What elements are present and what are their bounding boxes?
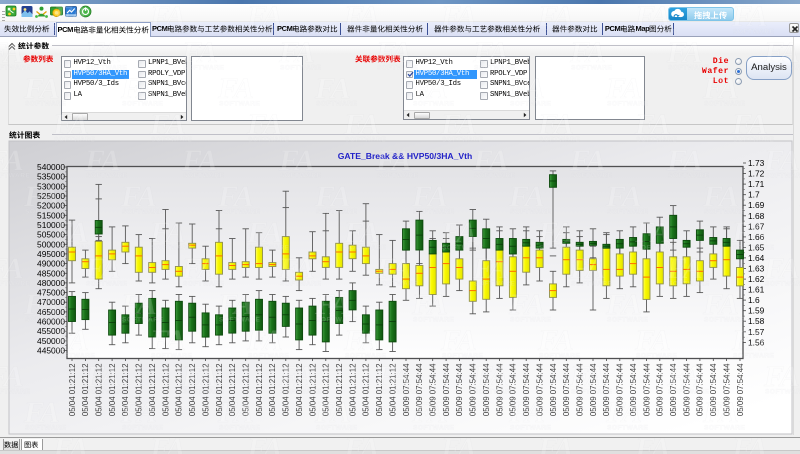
svg-text:475000: 475000	[37, 288, 65, 298]
svg-text:05/04 01:21:12: 05/04 01:21:12	[322, 364, 331, 417]
svg-text:05/04 01:21:12: 05/04 01:21:12	[348, 364, 357, 417]
svg-text:480000: 480000	[37, 278, 65, 288]
svg-text:510000: 510000	[37, 220, 65, 230]
svg-text:455000: 455000	[37, 326, 65, 336]
svg-text:05/04 01:21:12: 05/04 01:21:12	[175, 364, 184, 417]
svg-text:05/04 01:21:12: 05/04 01:21:12	[188, 364, 197, 417]
svg-text:1.69: 1.69	[748, 200, 765, 210]
svg-text:05/04 01:21:12: 05/04 01:21:12	[335, 364, 344, 417]
svg-text:05/09 07:54:44: 05/09 07:54:44	[696, 363, 705, 416]
svg-text:05/09 07:54:44: 05/09 07:54:44	[415, 363, 424, 416]
svg-text:05/04 01:21:12: 05/04 01:21:12	[295, 364, 304, 417]
svg-text:05/09 07:54:44: 05/09 07:54:44	[509, 363, 518, 416]
svg-text:05/04 01:21:12: 05/04 01:21:12	[95, 364, 104, 417]
svg-text:05/09 07:54:44: 05/09 07:54:44	[736, 363, 745, 416]
svg-text:540000: 540000	[37, 162, 65, 172]
svg-text:450000: 450000	[37, 336, 65, 346]
svg-text:GATE_Break && HVP50/3HA_Vth: GATE_Break && HVP50/3HA_Vth	[338, 151, 473, 161]
svg-text:05/09 07:54:44: 05/09 07:54:44	[482, 363, 491, 416]
svg-text:05/09 07:54:44: 05/09 07:54:44	[682, 363, 691, 416]
svg-text:05/04 01:21:12: 05/04 01:21:12	[362, 364, 371, 417]
svg-text:460000: 460000	[37, 317, 65, 327]
svg-text:05/09 07:54:44: 05/09 07:54:44	[549, 363, 558, 416]
svg-text:05/09 07:54:44: 05/09 07:54:44	[656, 363, 665, 416]
svg-text:1.62: 1.62	[748, 274, 765, 284]
svg-text:1.6: 1.6	[748, 295, 760, 305]
svg-text:495000: 495000	[37, 249, 65, 259]
svg-text:05/09 07:54:44: 05/09 07:54:44	[495, 363, 504, 416]
svg-text:1.73: 1.73	[748, 158, 765, 168]
svg-text:05/04 01:21:12: 05/04 01:21:12	[201, 364, 210, 417]
svg-text:05/04 01:21:12: 05/04 01:21:12	[375, 364, 384, 417]
svg-text:05/09 07:54:44: 05/09 07:54:44	[442, 363, 451, 416]
svg-text:530000: 530000	[37, 181, 65, 191]
svg-text:05/09 07:54:44: 05/09 07:54:44	[535, 363, 544, 416]
svg-text:1.66: 1.66	[748, 232, 765, 242]
svg-text:1.64: 1.64	[748, 253, 765, 263]
svg-text:05/04 01:21:12: 05/04 01:21:12	[68, 364, 77, 417]
svg-text:1.7: 1.7	[748, 190, 760, 200]
svg-text:500000: 500000	[37, 239, 65, 249]
svg-text:1.57: 1.57	[748, 327, 765, 337]
svg-text:05/04 01:21:12: 05/04 01:21:12	[255, 364, 264, 417]
svg-text:490000: 490000	[37, 259, 65, 269]
svg-text:05/09 07:54:44: 05/09 07:54:44	[709, 363, 718, 416]
svg-text:05/09 07:54:44: 05/09 07:54:44	[576, 363, 585, 416]
svg-text:445000: 445000	[37, 346, 65, 356]
svg-text:485000: 485000	[37, 268, 65, 278]
svg-text:1.67: 1.67	[748, 221, 765, 231]
svg-text:05/04 01:21:12: 05/04 01:21:12	[228, 364, 237, 417]
svg-text:1.72: 1.72	[748, 169, 765, 179]
svg-text:05/09 07:54:44: 05/09 07:54:44	[469, 363, 478, 416]
svg-text:535000: 535000	[37, 172, 65, 182]
svg-text:05/09 07:54:44: 05/09 07:54:44	[522, 363, 531, 416]
svg-text:515000: 515000	[37, 210, 65, 220]
svg-text:05/09 07:54:44: 05/09 07:54:44	[589, 363, 598, 416]
svg-text:05/04 01:21:12: 05/04 01:21:12	[215, 364, 224, 417]
svg-text:05/04 01:21:12: 05/04 01:21:12	[388, 364, 397, 417]
svg-text:1.59: 1.59	[748, 306, 765, 316]
svg-text:520000: 520000	[37, 201, 65, 211]
svg-text:05/09 07:54:44: 05/09 07:54:44	[616, 363, 625, 416]
svg-text:05/04 01:21:12: 05/04 01:21:12	[135, 364, 144, 417]
svg-text:05/09 07:54:44: 05/09 07:54:44	[455, 363, 464, 416]
svg-text:05/09 07:54:44: 05/09 07:54:44	[642, 363, 651, 416]
svg-text:05/04 01:21:12: 05/04 01:21:12	[148, 364, 157, 417]
svg-text:470000: 470000	[37, 297, 65, 307]
svg-text:05/04 01:21:12: 05/04 01:21:12	[242, 364, 251, 417]
svg-text:1.63: 1.63	[748, 264, 765, 274]
svg-text:465000: 465000	[37, 307, 65, 317]
svg-text:05/04 01:21:12: 05/04 01:21:12	[282, 364, 291, 417]
svg-text:05/04 01:21:12: 05/04 01:21:12	[81, 364, 90, 417]
svg-text:1.68: 1.68	[748, 211, 765, 221]
svg-text:1.58: 1.58	[748, 316, 765, 326]
svg-text:05/04 01:21:12: 05/04 01:21:12	[161, 364, 170, 417]
svg-text:1.71: 1.71	[748, 179, 765, 189]
svg-text:05/09 07:54:44: 05/09 07:54:44	[402, 363, 411, 416]
svg-text:1.61: 1.61	[748, 285, 765, 295]
svg-text:1.65: 1.65	[748, 242, 765, 252]
svg-text:05/04 01:21:12: 05/04 01:21:12	[108, 364, 117, 417]
svg-text:1.56: 1.56	[748, 337, 765, 347]
svg-text:05/09 07:54:44: 05/09 07:54:44	[602, 363, 611, 416]
svg-text:05/09 07:54:44: 05/09 07:54:44	[429, 363, 438, 416]
svg-text:05/09 07:54:44: 05/09 07:54:44	[562, 363, 571, 416]
svg-text:05/04 01:21:12: 05/04 01:21:12	[268, 364, 277, 417]
svg-text:05/09 07:54:44: 05/09 07:54:44	[629, 363, 638, 416]
svg-text:05/09 07:54:44: 05/09 07:54:44	[722, 363, 731, 416]
svg-text:525000: 525000	[37, 191, 65, 201]
svg-text:05/04 01:21:12: 05/04 01:21:12	[121, 364, 130, 417]
svg-text:505000: 505000	[37, 230, 65, 240]
svg-text:05/04 01:21:12: 05/04 01:21:12	[308, 364, 317, 417]
svg-text:05/09 07:54:44: 05/09 07:54:44	[669, 363, 678, 416]
